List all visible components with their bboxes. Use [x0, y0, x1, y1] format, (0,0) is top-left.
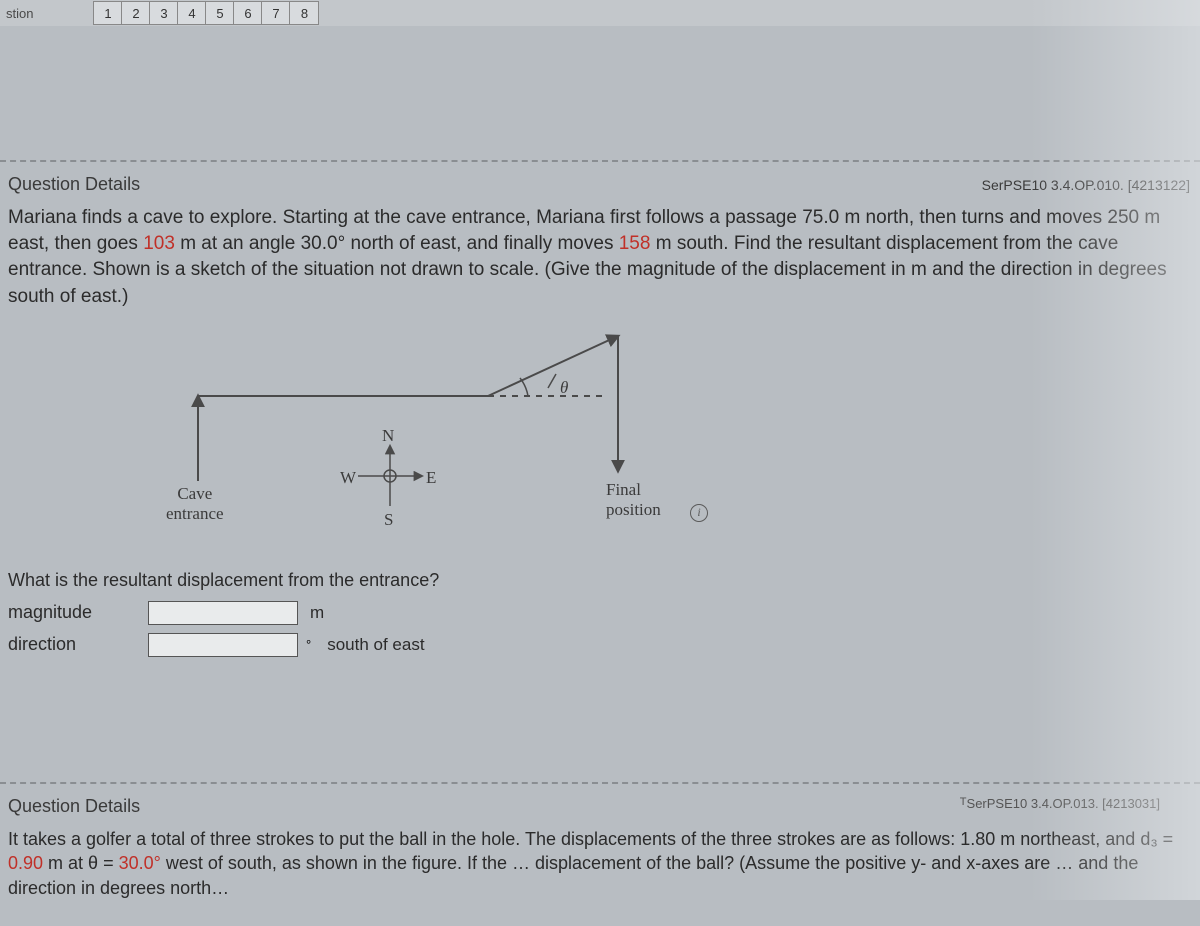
theta-label: θ	[560, 378, 568, 398]
direction-input[interactable]	[148, 633, 298, 657]
direction-row: direction ° south of east	[8, 633, 1190, 657]
text-seg: west of south, as shown in the figure. I…	[8, 853, 1138, 897]
label-text: entrance	[166, 504, 224, 523]
degree-symbol: °	[306, 637, 311, 652]
direction-unit: south of east	[327, 635, 424, 655]
text-seg: m at θ =	[43, 853, 119, 873]
question-2: Question Details It takes a golfer a tot…	[0, 790, 1200, 926]
problem-text: Mariana finds a cave to explore. Startin…	[8, 205, 1190, 310]
text-red: 30.0°	[119, 853, 161, 873]
text-seg: m at an angle 30.0° north of east, and f…	[175, 233, 619, 254]
page-num-7[interactable]: 7	[262, 2, 290, 24]
compass-e: E	[426, 468, 436, 488]
problem-text: It takes a golfer a total of three strok…	[8, 827, 1190, 900]
label-text: Final	[606, 480, 641, 499]
direction-label: direction	[8, 634, 148, 655]
text-red: 103	[143, 233, 175, 254]
question-header: Question Details SerPSE10 3.4.OP.010. [4…	[8, 174, 1190, 195]
compass-s: S	[384, 510, 393, 530]
magnitude-input[interactable]	[148, 601, 298, 625]
page-num-1[interactable]: 1	[94, 2, 122, 24]
page-num-5[interactable]: 5	[206, 2, 234, 24]
question-ref-code: SerPSE10 3.4.OP.010. [4213122]	[982, 177, 1190, 193]
diagram: Cave entrance Final position N S E W θ i	[108, 326, 798, 556]
divider	[0, 782, 1200, 784]
compass-w: W	[340, 468, 356, 488]
final-position-label: Final position	[606, 480, 661, 520]
page-num-2[interactable]: 2	[122, 2, 150, 24]
magnitude-unit: m	[310, 603, 324, 623]
page-number-strip: 1 2 3 4 5 6 7 8	[93, 1, 319, 25]
magnitude-label: magnitude	[8, 602, 148, 623]
question-header: Question Details	[8, 796, 1190, 817]
text-red: 158	[619, 233, 651, 254]
question-details-label[interactable]: Question Details	[8, 174, 140, 195]
top-toolbar: stion 1 2 3 4 5 6 7 8	[0, 0, 1200, 26]
question-details-label[interactable]: Question Details	[8, 796, 140, 817]
text-seg: It takes a golfer a total of three strok…	[8, 829, 960, 849]
page-num-8[interactable]: 8	[290, 2, 318, 24]
label-text: position	[606, 500, 661, 519]
cave-entrance-label: Cave entrance	[166, 484, 224, 524]
compass-n: N	[382, 426, 394, 446]
question-1: Question Details SerPSE10 3.4.OP.010. [4…	[0, 168, 1200, 675]
page-num-4[interactable]: 4	[178, 2, 206, 24]
answer-prompt: What is the resultant displacement from …	[8, 570, 1190, 591]
text-red: 0.90	[8, 853, 43, 873]
divider	[0, 160, 1200, 162]
text-seg: 1.80 m northeast, and d₃ =	[960, 829, 1173, 849]
label-text: Cave	[177, 484, 212, 503]
toolbar-label: stion	[6, 6, 33, 21]
page-num-6[interactable]: 6	[234, 2, 262, 24]
page-num-3[interactable]: 3	[150, 2, 178, 24]
info-icon[interactable]: i	[690, 504, 708, 522]
magnitude-row: magnitude m	[8, 601, 1190, 625]
